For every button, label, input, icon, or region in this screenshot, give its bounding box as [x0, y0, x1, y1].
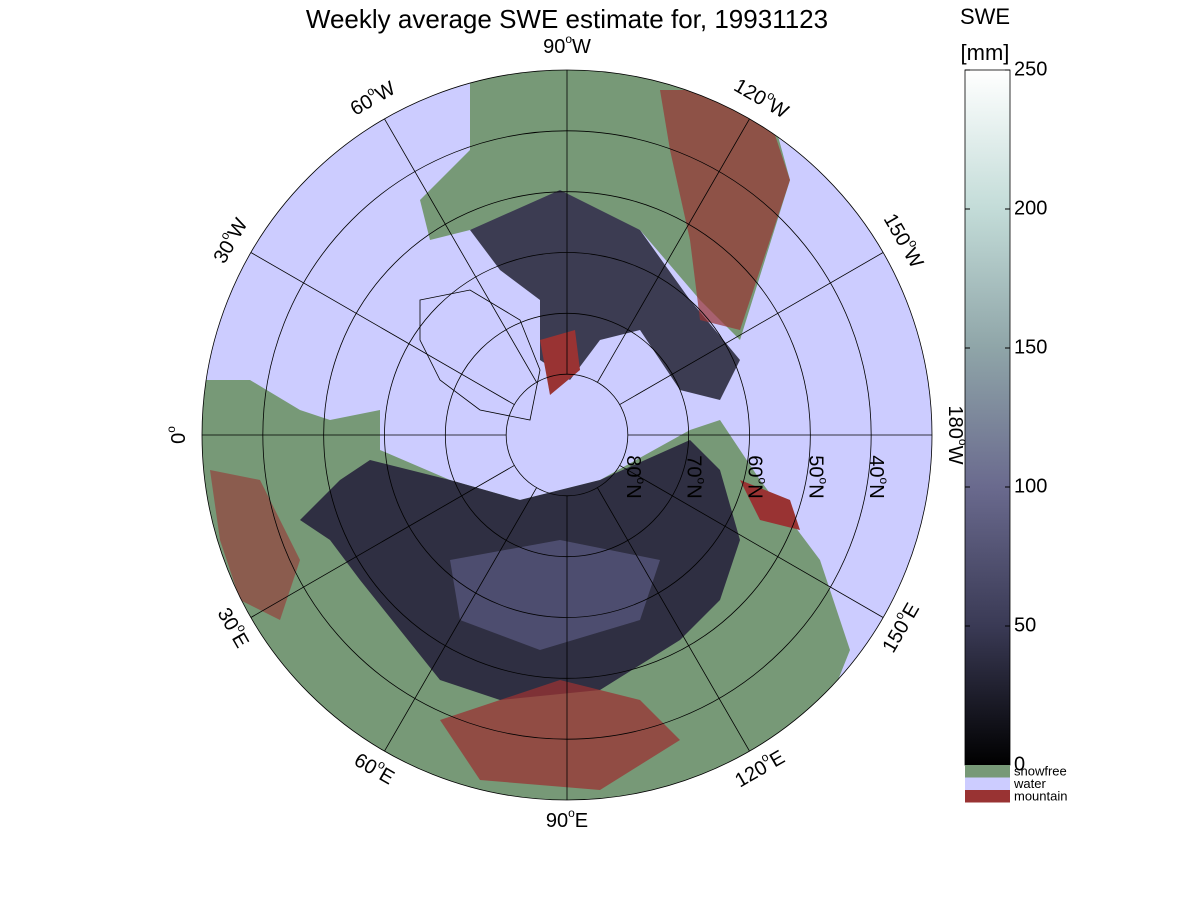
- label-degree: o: [816, 478, 830, 485]
- label-degree: o: [956, 439, 970, 446]
- label-degree: o: [164, 426, 178, 433]
- label-hemisphere: N: [804, 484, 826, 498]
- label-hemisphere: W: [944, 446, 966, 465]
- land-mountain: [540, 330, 580, 395]
- graticule-label: 120oE: [729, 743, 788, 792]
- graticule-label: 180oW: [944, 406, 970, 465]
- label-number: 80: [622, 455, 644, 477]
- meridian: [384, 118, 537, 383]
- land-snow-deep: [450, 540, 660, 650]
- graticule-label: 70oN: [682, 455, 708, 498]
- meridian: [619, 465, 884, 618]
- colorbar-tick-label: 200: [1014, 197, 1047, 219]
- colorbar-bar: [964, 69, 1011, 766]
- label-number: 30: [210, 237, 240, 267]
- colorbar-tick-label: 100: [1014, 475, 1047, 497]
- graticule-label: 80oN: [622, 455, 648, 498]
- label-number: 90: [546, 810, 568, 832]
- colorbar-tick-label: 50: [1014, 614, 1036, 636]
- label-number: 150: [879, 617, 915, 657]
- graticule-label: 50oN: [804, 455, 830, 498]
- meridian: [619, 252, 884, 405]
- graticule-label: 60oW: [345, 74, 400, 121]
- colorbar-label: SWE: [960, 4, 1010, 29]
- label-number: 0: [168, 433, 190, 444]
- land-mountain: [440, 680, 680, 790]
- label-degree: o: [634, 478, 648, 485]
- meridian: [250, 465, 515, 618]
- label-degree: o: [877, 478, 891, 485]
- colorbar-tick-label: 0: [1014, 753, 1025, 775]
- legend-label: mountain: [1014, 789, 1067, 804]
- graticule-label: 90oW: [543, 32, 591, 58]
- land-mountain: [740, 480, 800, 530]
- legend-swatch: [965, 777, 1010, 790]
- graticule: [202, 70, 932, 800]
- graticule-label: 30oW: [206, 213, 253, 268]
- meridian: [597, 118, 750, 383]
- label-hemisphere: N: [622, 484, 644, 498]
- graticule-label: 60oN: [743, 455, 769, 498]
- greenland: [419, 289, 541, 421]
- legend-label: water: [1013, 776, 1046, 791]
- label-degree: o: [565, 32, 572, 46]
- label-hemisphere: E: [575, 810, 588, 832]
- meridian: [384, 487, 537, 752]
- label-number: 90: [543, 36, 565, 58]
- label-hemisphere: E: [766, 747, 789, 773]
- graticule-label: 40oN: [865, 455, 891, 498]
- colorbar-tick-label: 250: [1014, 58, 1047, 80]
- label-hemisphere: W: [899, 245, 928, 272]
- label-number: 60: [350, 749, 380, 779]
- map: [202, 70, 932, 800]
- legend-swatch: [965, 790, 1010, 803]
- label-hemisphere: E: [227, 629, 253, 652]
- label-hemisphere: W: [372, 78, 399, 107]
- label-hemisphere: W: [572, 36, 591, 58]
- land-snow: [470, 190, 740, 400]
- land-mountain: [210, 470, 300, 620]
- label-number: 50: [804, 455, 826, 477]
- meridian: [250, 252, 515, 405]
- colorbar-tick-label: 150: [1014, 336, 1047, 358]
- land-mountain: [660, 90, 790, 330]
- graticule-label: 90oE: [546, 806, 588, 832]
- label-number: 70: [682, 455, 704, 477]
- label-degree: o: [694, 478, 708, 485]
- title: Weekly average SWE estimate for, 1993112…: [306, 4, 828, 34]
- graticule-label: 0o: [164, 426, 190, 444]
- label-number: 60: [743, 455, 765, 477]
- label-hemisphere: N: [865, 484, 887, 498]
- legend-label: snowfree: [1014, 764, 1067, 779]
- colorbar-units: [mm]: [961, 40, 1010, 65]
- colorbar: SWE [mm] 0 50 100 150 200 250 snowfreewatermount…: [960, 4, 1068, 804]
- label-number: 40: [865, 455, 887, 477]
- label-hemisphere: N: [743, 484, 765, 498]
- map-border: [201, 69, 933, 801]
- label-number: 180: [944, 406, 966, 439]
- label-number: 120: [730, 75, 770, 111]
- label-degree: o: [568, 806, 575, 820]
- legend-swatch: [965, 765, 1010, 778]
- meridian: [597, 487, 750, 752]
- label-degree: o: [755, 478, 769, 485]
- label-hemisphere: N: [682, 484, 704, 498]
